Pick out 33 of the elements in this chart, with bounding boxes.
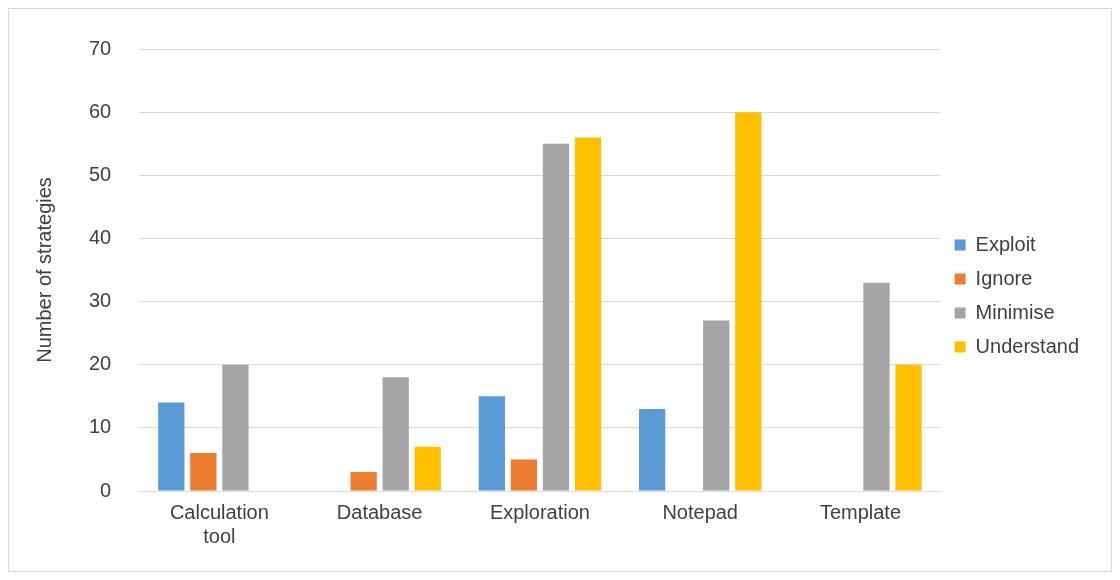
bar	[895, 364, 922, 491]
y-tick-label: 30	[89, 289, 112, 312]
x-tick-label: Notepad	[662, 500, 739, 523]
bar	[703, 320, 730, 491]
bar	[574, 137, 602, 491]
y-tick-label: 70	[89, 36, 112, 59]
bar	[222, 364, 249, 491]
y-tick-label: 50	[89, 162, 112, 185]
bar	[478, 396, 505, 491]
bar	[350, 472, 377, 491]
x-tick-label: Exploration	[489, 500, 590, 523]
y-axis-title: Number of strategies	[32, 177, 55, 363]
bar	[638, 408, 666, 491]
bar	[158, 402, 185, 491]
legend-label: Ignore	[975, 266, 1033, 289]
bar	[863, 282, 890, 491]
legend-label: Exploit	[975, 232, 1037, 255]
x-tick-label: Template	[819, 500, 902, 523]
bar	[414, 446, 441, 491]
y-tick-label: 20	[89, 352, 112, 375]
y-tick-label: 40	[89, 225, 112, 248]
bar	[382, 377, 409, 491]
y-tick-label: 60	[89, 99, 112, 122]
bar	[510, 459, 538, 491]
bar	[190, 453, 217, 491]
bar	[542, 143, 570, 491]
bar	[735, 112, 762, 491]
legend-label: Understand	[975, 334, 1080, 357]
x-tick-label: Calculation tool	[169, 500, 269, 547]
x-tick-label: Database	[336, 500, 423, 523]
y-tick-label: 10	[89, 415, 112, 438]
legend-label: Minimise	[975, 300, 1055, 323]
y-tick-label: 0	[100, 478, 112, 501]
